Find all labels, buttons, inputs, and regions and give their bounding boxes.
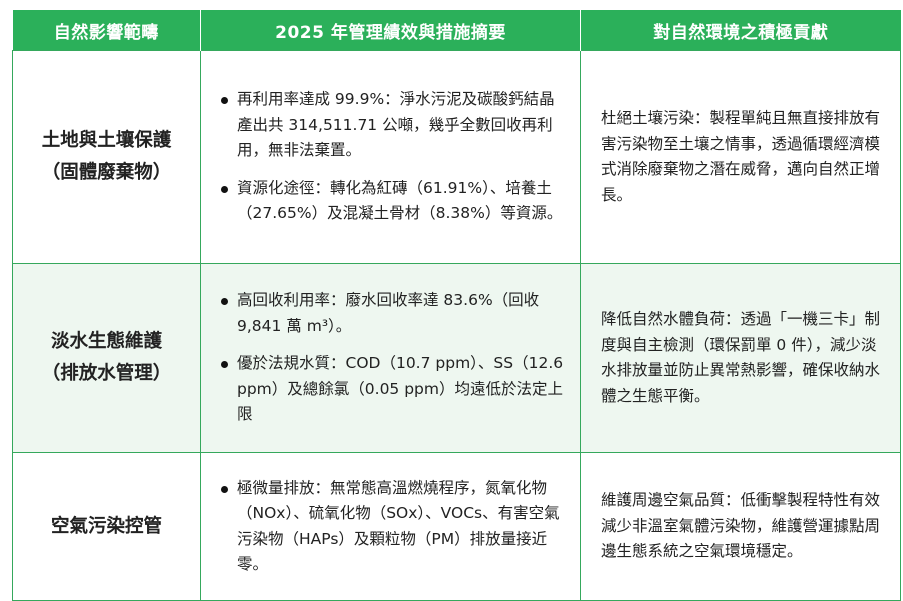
bullet-icon — [221, 361, 228, 369]
list-item: 資源化途徑：轉化為紅磚（61.91%）、培養土（27.65%）及混凝土骨材（8.… — [221, 176, 566, 227]
category-subtitle: （固體廢棄物） — [41, 162, 172, 183]
contribution-cell: 降低自然水體負荷：透過「一機三卡」制度與自主檢測（環保罰單 0 件），減少淡水排… — [580, 263, 901, 453]
bullet-list: 高回收利用率：廢水回收率達 83.6%（回收 9,841 萬 m³）。 優於法規… — [221, 288, 566, 428]
bullet-list: 極微量排放：無常態高溫燃燒程序，氮氧化物（NOx）、硫氧化物（SOx）、VOCs… — [221, 476, 566, 578]
category-name: 淡水生態維護 — [50, 331, 162, 352]
bullet-text: 高回收利用率：廢水回收率達 83.6%（回收 9,841 萬 m³）。 — [237, 291, 540, 335]
bullet-icon — [221, 97, 228, 105]
bullet-text: 極微量排放：無常態高溫燃燒程序，氮氧化物（NOx）、硫氧化物（SOx）、VOCs… — [237, 478, 560, 574]
table-row: 土地與土壤保護 （固體廢棄物） 再利用率達成 99.9%：淨水污泥及碳酸鈣結晶產… — [12, 50, 901, 264]
table-container: 自然影響範疇 2025 年管理績效與措施摘要 對自然環境之積極貢獻 土地與土壤保… — [12, 10, 901, 601]
bullet-text: 再利用率達成 99.9%：淨水污泥及碳酸鈣結晶產出共 314,511.71 公噸… — [237, 90, 555, 160]
bullet-list: 再利用率達成 99.9%：淨水污泥及碳酸鈣結晶產出共 314,511.71 公噸… — [221, 87, 566, 227]
category-cell: 土地與土壤保護 （固體廢棄物） — [12, 50, 201, 264]
category-cell: 空氣污染控管 — [12, 452, 201, 601]
list-item: 優於法規水質：COD（10.7 ppm）、SS（12.6 ppm）及總餘氯（0.… — [221, 351, 566, 428]
nature-impact-table: 自然影響範疇 2025 年管理績效與措施摘要 對自然環境之積極貢獻 土地與土壤保… — [12, 10, 901, 601]
category-subtitle: （排放水管理） — [41, 363, 172, 384]
table-row: 空氣污染控管 極微量排放：無常態高溫燃燒程序，氮氧化物（NOx）、硫氧化物（SO… — [12, 452, 901, 601]
category-name: 空氣污染控管 — [50, 515, 162, 537]
summary-cell: 極微量排放：無常態高溫燃燒程序，氮氧化物（NOx）、硫氧化物（SOx）、VOCs… — [200, 452, 581, 601]
bullet-icon — [221, 485, 228, 493]
bullet-text: 資源化途徑：轉化為紅磚（61.91%）、培養土（27.65%）及混凝土骨材（8.… — [237, 178, 563, 223]
category-name: 土地與土壤保護 — [41, 130, 172, 151]
summary-cell: 高回收利用率：廢水回收率達 83.6%（回收 9,841 萬 m³）。 優於法規… — [200, 263, 581, 453]
summary-cell: 再利用率達成 99.9%：淨水污泥及碳酸鈣結晶產出共 314,511.71 公噸… — [200, 50, 581, 264]
list-item: 再利用率達成 99.9%：淨水污泥及碳酸鈣結晶產出共 314,511.71 公噸… — [221, 87, 566, 164]
contribution-cell: 杜絕土壤污染：製程單純且無直接排放有害污染物至土壤之情事，透過循環經濟模式消除廢… — [580, 50, 901, 264]
table-row: 淡水生態維護 （排放水管理） 高回收利用率：廢水回收率達 83.6%（回收 9,… — [12, 263, 901, 453]
bullet-icon — [221, 298, 228, 306]
contribution-cell: 維護周邊空氣品質：低衝擊製程特性有效減少非溫室氣體污染物，維護營運據點周邊生態系… — [580, 452, 901, 601]
header-impact-scope: 自然影響範疇 — [12, 10, 201, 51]
header-positive-contribution: 對自然環境之積極貢獻 — [580, 10, 901, 51]
category-cell: 淡水生態維護 （排放水管理） — [12, 263, 201, 453]
table-header-row: 自然影響範疇 2025 年管理績效與措施摘要 對自然環境之積極貢獻 — [12, 10, 901, 51]
header-performance-summary: 2025 年管理績效與措施摘要 — [200, 10, 581, 51]
bullet-text: 優於法規水質：COD（10.7 ppm）、SS（12.6 ppm）及總餘氯（0.… — [237, 354, 564, 424]
list-item: 高回收利用率：廢水回收率達 83.6%（回收 9,841 萬 m³）。 — [221, 288, 566, 339]
bullet-icon — [221, 185, 228, 193]
list-item: 極微量排放：無常態高溫燃燒程序，氮氧化物（NOx）、硫氧化物（SOx）、VOCs… — [221, 476, 566, 578]
